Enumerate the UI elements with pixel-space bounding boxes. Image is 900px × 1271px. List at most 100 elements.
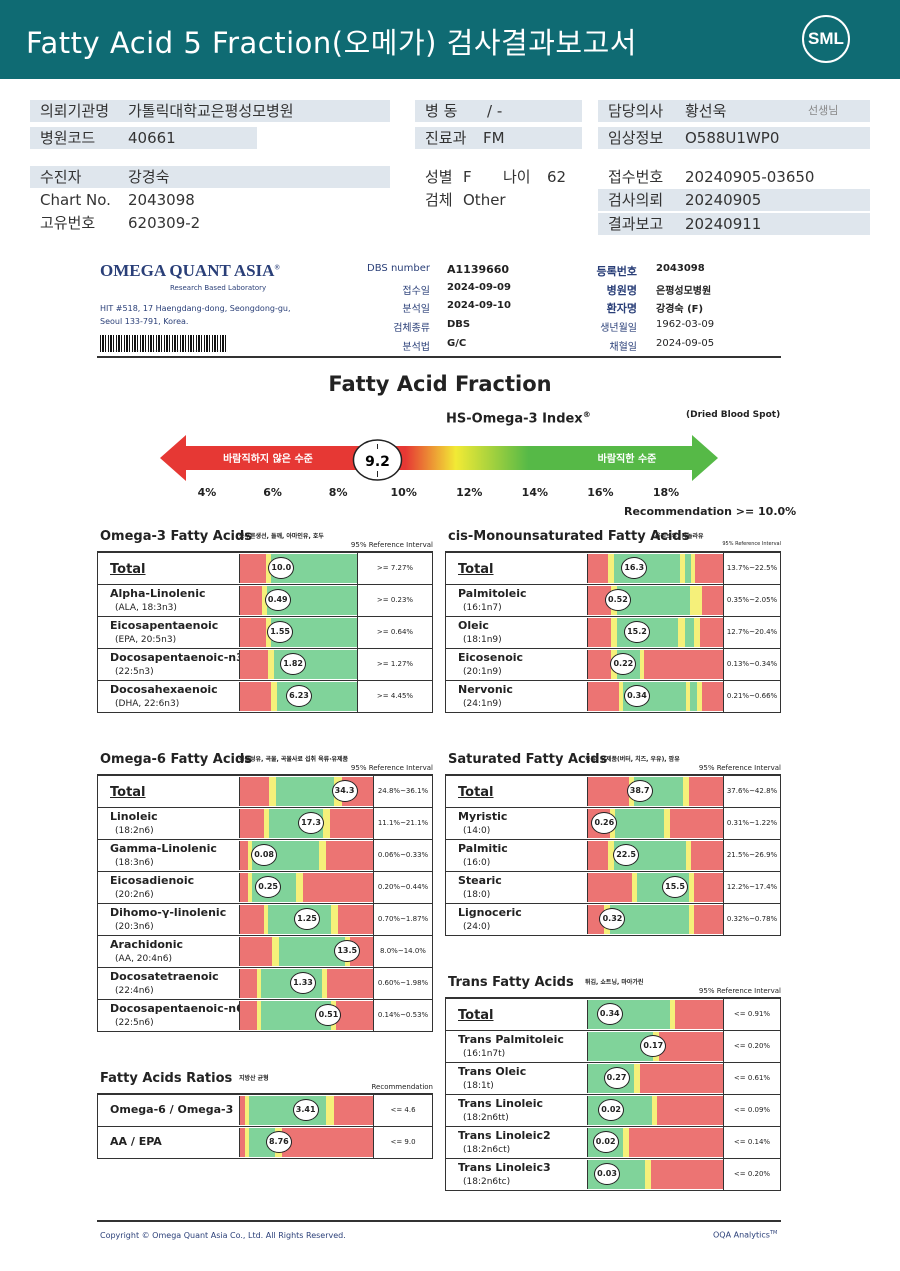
row-name: Stearic <box>458 874 502 887</box>
reference-interval: 21.5%~26.9% <box>723 840 780 871</box>
fatty-acid-row: Eicosenoic (20:1n9) 0.22 0.13%~0.34% <box>446 649 780 681</box>
range-bar: 1.82 <box>239 650 358 679</box>
barcode <box>100 335 228 352</box>
row-name: Total <box>458 1008 494 1023</box>
range-bar: 0.02 <box>587 1128 724 1157</box>
gauge-tick-label: 4% <box>197 486 217 499</box>
range-bar: 0.34 <box>587 682 724 711</box>
bar-band <box>645 1160 651 1189</box>
reference-interval: >= 4.45% <box>357 681 432 712</box>
gauge-tick-label: 12% <box>456 486 483 499</box>
reference-interval: 0.06%~0.33% <box>373 840 432 871</box>
bar-band <box>336 1001 374 1030</box>
bar-band <box>684 618 695 647</box>
lab-address-1: HIT #518, 17 Haengdang-dong, Seongdong-g… <box>100 304 291 313</box>
row-subname: (18:2n6tc) <box>463 1177 511 1187</box>
bar-band <box>240 650 269 679</box>
bar-band <box>248 873 253 902</box>
bar-band <box>245 1096 250 1125</box>
fatty-acid-row: Alpha-Linolenic (ALA, 18:3n3) 0.49 >= 0.… <box>98 585 432 617</box>
fatty-acid-row: Docosatetraenoic (22:4n6) 1.33 0.60%~1.9… <box>98 968 432 1000</box>
range-bar: 0.34 <box>587 1000 724 1029</box>
bar-band <box>240 682 271 711</box>
bar-band <box>669 1000 676 1029</box>
bar-band <box>588 618 612 647</box>
section-title: Trans Fatty Acids <box>448 975 574 990</box>
row-name: Palmitoleic <box>458 587 527 600</box>
bar-band <box>691 841 724 870</box>
reference-interval: <= 0.61% <box>723 1063 780 1094</box>
fatty-acid-row: AA / EPA 8.76 <= 9.0 <box>98 1127 432 1159</box>
value-marker: 10.0 <box>268 557 295 579</box>
reference-interval: 13.7%~22.5% <box>723 553 780 584</box>
value-marker: 34.3 <box>331 780 358 802</box>
reference-interval: 0.60%~1.98% <box>373 968 432 999</box>
row-name: Trans Linoleic3 <box>458 1161 551 1174</box>
row-name: Total <box>458 562 494 577</box>
value-marker: 1.55 <box>267 621 294 643</box>
bar-band <box>281 1128 374 1157</box>
bar-band <box>588 650 612 679</box>
row-subname: (24:1n9) <box>463 699 502 709</box>
row-name: Docosahexaenoic <box>110 683 218 696</box>
reference-interval: <= 0.14% <box>723 1127 780 1158</box>
reference-interval: 0.20%~0.44% <box>373 872 432 903</box>
section-subtitle: 지방산 균형 <box>239 1075 269 1082</box>
reference-interval: <= 0.91% <box>723 999 780 1030</box>
row-name: Trans Linoleic2 <box>458 1129 551 1142</box>
row-subname: (18:2n6ct) <box>463 1145 511 1155</box>
oqa-brand: OQA AnalyticsTM <box>713 1230 778 1240</box>
bar-band <box>658 1032 724 1061</box>
section-table: Total 34.3 24.8%~36.1% Linoleic (18:2n6)… <box>97 774 433 1032</box>
main-title: Fatty Acid Fraction <box>328 372 552 396</box>
row-name: Alpha-Linolenic <box>110 587 206 600</box>
bar-band <box>675 1000 724 1029</box>
bar-band <box>694 873 724 902</box>
bar-band <box>688 905 695 934</box>
lab-field-label: DBS number <box>367 263 430 274</box>
bar-band <box>302 873 374 902</box>
bar-band <box>240 586 263 615</box>
value-marker: 38.7 <box>626 780 653 802</box>
row-subname: (20:1n9) <box>463 667 502 677</box>
range-bar: 1.25 <box>239 905 374 934</box>
reference-interval: 0.35%~2.05% <box>723 585 780 616</box>
bar-band <box>669 809 724 838</box>
row-name: Eicosenoic <box>458 651 524 664</box>
range-bar: 0.25 <box>239 873 374 902</box>
reference-header: 95% Reference Interval <box>722 541 781 547</box>
bar-band <box>588 554 609 583</box>
bar-band <box>268 650 275 679</box>
section-subtitle: 올리브유, 카놀라유 <box>655 533 704 540</box>
value-marker: 0.51 <box>315 1004 342 1026</box>
bar-band <box>688 777 724 806</box>
fatty-acid-row: Trans Linoleic3 (18:2n6tc) 0.03 <= 0.20% <box>446 1159 780 1191</box>
bar-band <box>623 1128 629 1157</box>
value-marker: 0.02 <box>598 1099 625 1121</box>
hospital-code-field: 병원코드 40661 <box>30 127 257 149</box>
row-subname: (16:1n7) <box>463 603 502 613</box>
row-subname: (22:5n3) <box>115 667 154 677</box>
bar-band <box>643 650 724 679</box>
fatty-acid-row: Lignoceric (24:0) 0.32 0.32%~0.78% <box>446 904 780 936</box>
dept-field: 진료과 FM <box>415 127 582 149</box>
index-title: HS-Omega-3 Index® <box>446 410 591 427</box>
range-bar: 0.51 <box>239 1001 374 1030</box>
bar-band <box>680 554 685 583</box>
lab-right-label: 환자명 <box>606 302 637 315</box>
report-header: Fatty Acid 5 Fraction(오메가) 검사결과보고서 SML <box>0 0 900 79</box>
total-row: Total 38.7 37.6%~42.8% <box>446 776 780 808</box>
bar-band <box>588 682 620 711</box>
fatty-acid-row: Trans Oleic (18:1t) 0.27 <= 0.61% <box>446 1063 780 1095</box>
row-name: Total <box>110 785 146 800</box>
ward-field: 병 동 / - <box>415 100 582 122</box>
row-subname: (20:3n6) <box>115 922 154 932</box>
bar-band <box>278 937 345 966</box>
section-title: Saturated Fatty Acids <box>448 752 608 767</box>
bar-band <box>683 777 689 806</box>
bar-band <box>650 1160 724 1189</box>
bar-band <box>634 1064 640 1093</box>
total-row: Total 10.0 >= 7.27% <box>98 553 432 585</box>
value-marker: 0.08 <box>251 844 278 866</box>
value-marker: 0.03 <box>594 1163 621 1185</box>
